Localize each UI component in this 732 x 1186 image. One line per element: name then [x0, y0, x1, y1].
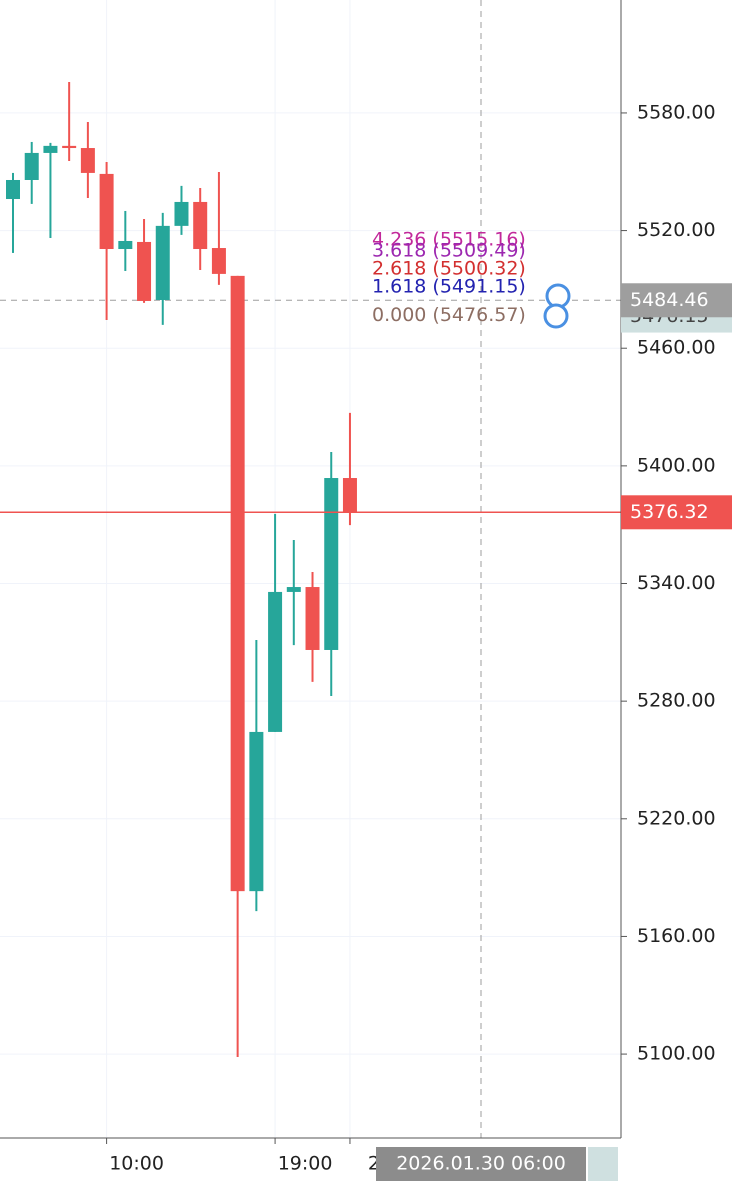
candle-body — [230, 275, 245, 892]
candle-body — [80, 148, 95, 173]
candle-body — [305, 587, 320, 650]
candle-body — [174, 201, 189, 226]
y-tick-label: 5520.00 — [637, 219, 716, 241]
candle-body — [342, 478, 357, 513]
x-tick-label: 19:00 — [278, 1153, 333, 1175]
y-tick-label: 5580.00 — [637, 101, 716, 123]
candle-body — [211, 248, 226, 274]
price-box — [621, 283, 732, 318]
y-tick-label: 5160.00 — [637, 925, 716, 947]
last-price-label: 5376.32 — [630, 501, 709, 523]
price-box — [621, 495, 732, 530]
y-tick-label: 5400.00 — [637, 454, 716, 476]
fib-label: 0.000 (5476.57) — [372, 304, 526, 326]
x-tick-label: 10:00 — [109, 1153, 164, 1175]
time-box — [588, 1147, 618, 1181]
candle-body — [324, 478, 339, 650]
time-box — [376, 1147, 586, 1181]
candle-body — [286, 587, 301, 592]
candle-body — [249, 731, 264, 892]
fib-handle — [543, 303, 569, 329]
y-tick-label: 5100.00 — [637, 1043, 716, 1065]
fib-label: 2.618 (5500.32) — [372, 258, 526, 280]
candle-body — [43, 145, 58, 153]
y-tick-label: 5220.00 — [637, 807, 716, 829]
crosshair-time-label: 2026.01.30 06:00 — [396, 1153, 566, 1175]
candle-body — [137, 241, 152, 301]
fib-label: 3.618 (5509.49) — [372, 240, 526, 262]
candle-body — [118, 240, 133, 250]
y-tick-label: 5340.00 — [637, 572, 716, 594]
candle-body — [62, 145, 77, 149]
candle-body — [155, 225, 170, 300]
y-tick-label: 5460.00 — [637, 337, 716, 359]
candle-body — [268, 591, 283, 732]
y-tick-label: 5280.00 — [637, 690, 716, 712]
candle-body — [6, 179, 20, 200]
crosshair-price-label: 5484.46 — [630, 289, 709, 311]
fib-label: 1.618 (5491.15) — [372, 276, 526, 298]
fib-label: 4.236 (5515.16) — [372, 229, 526, 251]
candle-body — [99, 173, 114, 250]
candle-body — [24, 152, 39, 180]
candle-body — [193, 201, 208, 250]
